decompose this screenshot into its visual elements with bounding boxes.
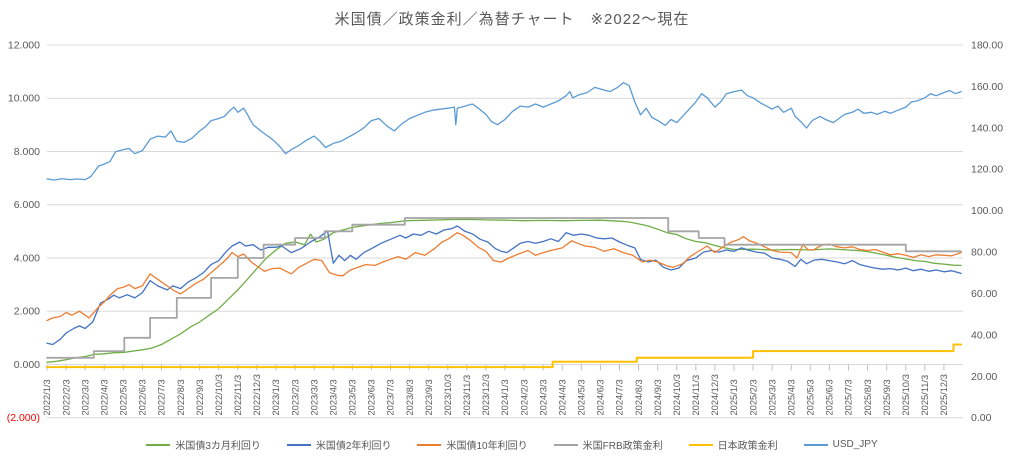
left-axis-label: 6.000: [14, 199, 40, 211]
x-axis-label: 2024/2/3: [519, 379, 529, 415]
x-axis-label: 2022/10/3: [214, 374, 224, 415]
chart-title: 米国債／政策金利／為替チャート ※2022～現在: [334, 11, 690, 28]
chart-legend: 米国債3カ月利回り 米国債2年利回り 米国債10年利回り 米国FRB政策金利 日本政策金…: [0, 437, 1024, 452]
x-axis-label: 2025/12/3: [939, 374, 949, 415]
x-axis-label: 2024/5/3: [577, 379, 587, 415]
x-axis-label: 2025/8/3: [863, 379, 873, 415]
x-axis-label: 2022/1/3: [42, 379, 52, 415]
x-axis-label: 2023/3/3: [309, 379, 319, 415]
right-axis-label: 160.00: [971, 81, 1003, 93]
x-axis-label: 2022/9/3: [195, 379, 205, 415]
x-axis-label: 2025/11/3: [920, 375, 930, 416]
x-axis-label: 2023/2/3: [290, 379, 300, 415]
x-axis-label: 2023/8/3: [405, 379, 415, 415]
x-axis-label: 2024/7/3: [615, 379, 625, 415]
x-axis-label: 2024/12/3: [710, 374, 720, 415]
x-axis-label: 2023/9/3: [424, 379, 434, 415]
x-axis-label: 2023/5/3: [348, 379, 358, 415]
x-axis-label: 2025/4/3: [786, 379, 796, 415]
left-axis-label: 4.000: [14, 252, 40, 264]
series-米国FRB政策金利: [46, 217, 962, 359]
x-axis-label: 2025/10/3: [901, 374, 911, 415]
x-axis-label: 2025/5/3: [806, 379, 816, 415]
right-axis-label: 100.00: [971, 205, 1003, 217]
legend-line-swatch: [146, 443, 171, 446]
legend-label: 米国債3カ月利回り: [175, 441, 261, 452]
legend-line-swatch: [688, 443, 713, 446]
x-axis-label: 2024/10/3: [672, 374, 682, 415]
legend-item: 米国債3カ月利回り: [146, 437, 261, 452]
x-axis-label: 2022/12/3: [252, 374, 262, 415]
right-axis-label: 180.00: [971, 40, 1003, 52]
legend-item: 米国債2年利回り: [286, 437, 392, 452]
legend-item: USD_JPY: [803, 439, 878, 450]
x-axis-label: 2025/6/3: [825, 379, 835, 415]
right-axis-label: 60.00: [971, 288, 997, 300]
legend-line-swatch: [553, 443, 578, 446]
x-axis-label: 2024/4/3: [557, 379, 567, 415]
right-axis-label: 40.00: [971, 329, 997, 341]
x-axis-label: 2022/2/3: [61, 379, 71, 415]
x-axis-label: 2023/6/3: [367, 379, 377, 415]
series-米国債10年利回り: [46, 232, 962, 322]
x-axis-label: 2024/8/3: [634, 379, 644, 415]
legend-label: 日本政策金利: [717, 441, 778, 452]
x-axis-label: 2025/2/3: [748, 379, 758, 415]
legend-label: 米国債10年利回り: [446, 441, 528, 452]
left-axis-label: 8.000: [14, 146, 40, 158]
x-axis-label: 2023/12/3: [481, 374, 491, 415]
legend-line-swatch: [417, 443, 442, 446]
x-axis-label: 2023/4/3: [328, 379, 338, 415]
x-axis-label: 2024/6/3: [596, 379, 606, 415]
right-axis-label: 80.00: [971, 247, 997, 259]
series-米国債2年利回り: [46, 225, 962, 346]
series-日本政策金利: [46, 343, 963, 369]
left-axis-label: (2.000): [7, 412, 40, 424]
x-axis-label: 2025/1/3: [729, 379, 739, 415]
legend-item: 日本政策金利: [688, 437, 778, 452]
x-axis-label: 2022/6/3: [138, 379, 148, 415]
right-axis-label: 0.00: [971, 412, 992, 424]
x-axis-label: 2022/8/3: [176, 379, 186, 415]
x-axis-label: 2023/7/3: [386, 379, 396, 415]
x-axis-label: 2024/1/3: [500, 379, 510, 415]
legend-line-swatch: [803, 443, 828, 446]
legend-item: 米国債10年利回り: [417, 437, 528, 452]
x-axis-label: 2024/11/3: [691, 375, 701, 416]
x-axis-label: 2023/10/3: [443, 374, 453, 415]
x-axis-label: 2025/3/3: [767, 379, 777, 415]
x-axis-label: 2024/9/3: [653, 379, 663, 415]
x-axis-label: 2022/7/3: [157, 379, 167, 415]
series-USD_JPY: [46, 82, 962, 181]
legend-label: 米国債2年利回り: [315, 441, 392, 452]
right-axis-label: 140.00: [971, 122, 1003, 134]
x-axis-label: 2022/11/3: [233, 375, 243, 416]
left-axis-label: 12.000: [8, 40, 40, 52]
legend-item: 米国FRB政策金利: [553, 437, 663, 452]
legend-line-swatch: [286, 443, 311, 446]
x-axis-label: 2023/1/3: [271, 379, 281, 415]
x-axis-label: 2023/11/3: [462, 375, 472, 416]
left-axis-label: 10.000: [8, 93, 40, 105]
x-axis-label: 2022/3/3: [80, 379, 90, 415]
x-axis-label: 2022/5/3: [119, 379, 129, 415]
left-axis-label: 2.000: [14, 306, 40, 318]
x-axis-label: 2025/9/3: [882, 379, 892, 415]
right-axis-label: 20.00: [971, 371, 997, 383]
x-axis-label: 2022/4/3: [99, 379, 109, 415]
legend-label: USD_JPY: [832, 439, 878, 450]
x-axis-label: 2025/7/3: [844, 379, 854, 415]
right-axis-label: 120.00: [971, 164, 1003, 176]
x-axis-label: 2024/3/3: [538, 379, 548, 415]
left-axis-label: 0.000: [14, 359, 40, 371]
legend-label: 米国FRB政策金利: [582, 441, 663, 452]
